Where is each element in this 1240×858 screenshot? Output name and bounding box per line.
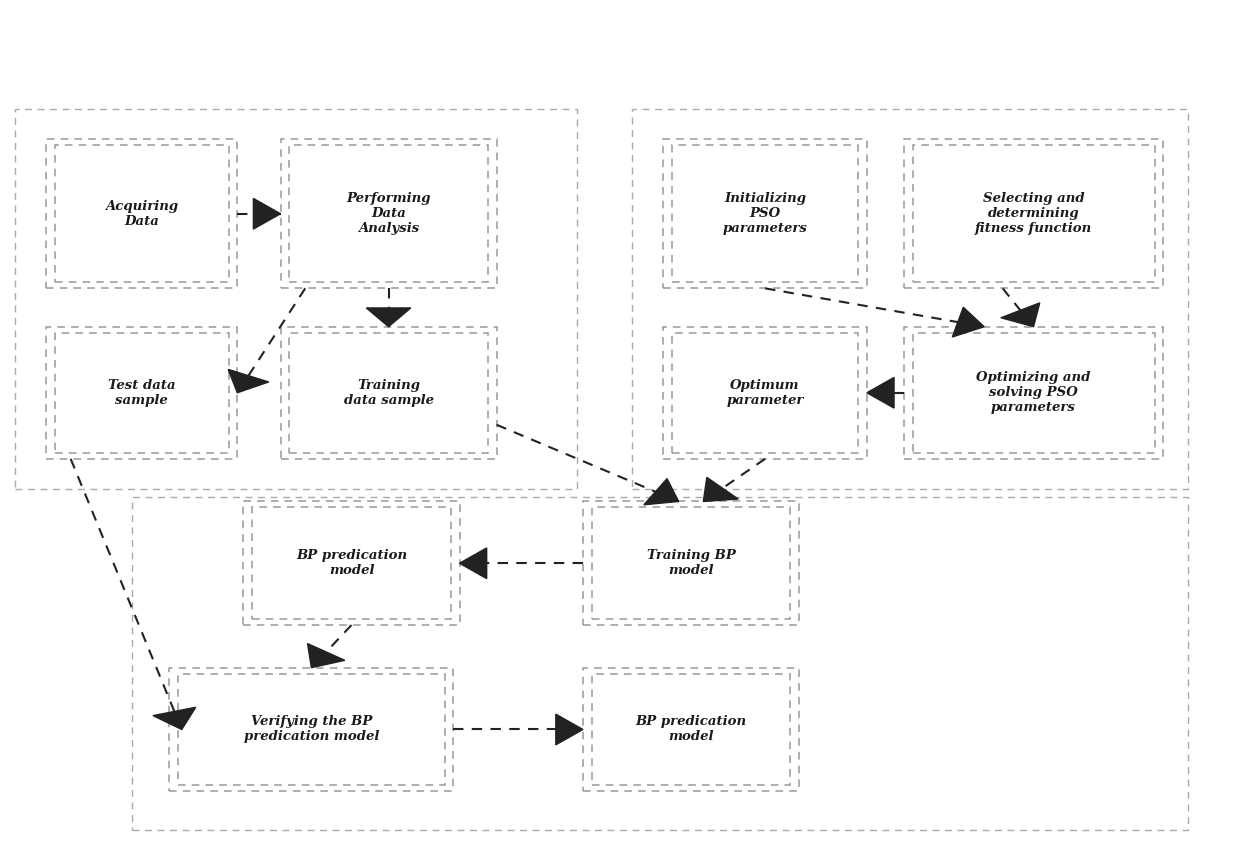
Text: Optimum
parameter: Optimum parameter: [727, 378, 804, 407]
Bar: [252, 507, 451, 619]
Text: BP predication
model: BP predication model: [296, 549, 407, 577]
Bar: [133, 497, 1188, 830]
Bar: [663, 327, 867, 459]
Bar: [280, 327, 496, 459]
Polygon shape: [952, 307, 985, 337]
Polygon shape: [253, 198, 280, 229]
Polygon shape: [366, 308, 410, 327]
Polygon shape: [460, 548, 486, 578]
Polygon shape: [867, 378, 894, 408]
Bar: [46, 139, 237, 288]
Bar: [904, 327, 1163, 459]
Text: Verifying the BP
predication model: Verifying the BP predication model: [244, 716, 379, 744]
Bar: [170, 668, 454, 791]
Polygon shape: [644, 479, 678, 505]
Text: Selecting and
determining
fitness function: Selecting and determining fitness functi…: [975, 192, 1092, 235]
Bar: [289, 145, 487, 282]
Bar: [591, 507, 790, 619]
Bar: [55, 145, 228, 282]
Text: Initializing
PSO
parameters: Initializing PSO parameters: [723, 192, 807, 235]
Text: BP predication
model: BP predication model: [635, 716, 746, 744]
Bar: [583, 501, 799, 625]
Bar: [632, 109, 1188, 489]
Bar: [46, 327, 237, 459]
Bar: [672, 145, 858, 282]
Text: Performing
Data
Analysis: Performing Data Analysis: [346, 192, 430, 235]
Bar: [280, 139, 496, 288]
Text: Test data
sample: Test data sample: [108, 378, 176, 407]
Polygon shape: [308, 644, 345, 668]
Bar: [243, 501, 460, 625]
Text: Optimizing and
solving PSO
parameters: Optimizing and solving PSO parameters: [976, 372, 1091, 414]
Bar: [913, 145, 1154, 282]
Bar: [904, 139, 1163, 288]
Bar: [672, 333, 858, 453]
Text: Training BP
model: Training BP model: [646, 549, 735, 577]
Bar: [15, 109, 577, 489]
Bar: [179, 674, 445, 785]
Bar: [913, 333, 1154, 453]
Bar: [289, 333, 487, 453]
Polygon shape: [556, 714, 583, 745]
Bar: [663, 139, 867, 288]
Bar: [55, 333, 228, 453]
Polygon shape: [153, 707, 196, 729]
Bar: [583, 668, 799, 791]
Polygon shape: [1001, 303, 1040, 327]
Text: Training
data sample: Training data sample: [343, 378, 434, 407]
Polygon shape: [703, 477, 738, 501]
Bar: [591, 674, 790, 785]
Text: Acquiring
Data: Acquiring Data: [105, 200, 179, 227]
Polygon shape: [228, 370, 269, 393]
